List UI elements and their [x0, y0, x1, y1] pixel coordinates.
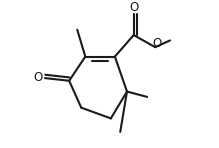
Text: O: O [152, 37, 161, 50]
Text: O: O [129, 1, 138, 14]
Text: O: O [34, 71, 43, 84]
